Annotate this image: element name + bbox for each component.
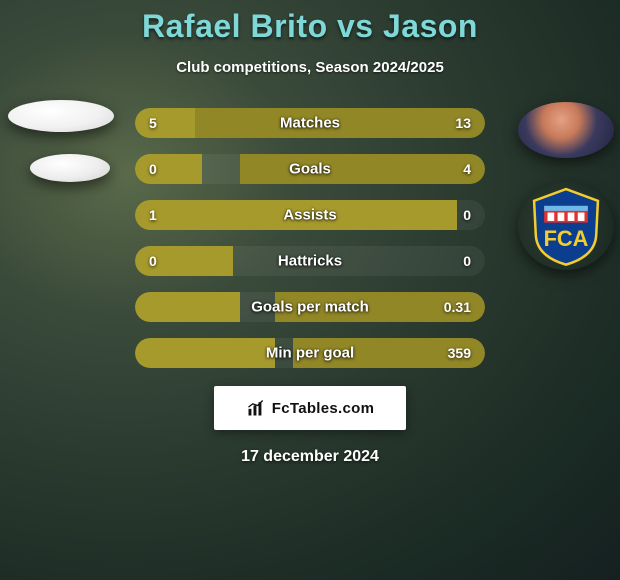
- bar-left-fill: [135, 338, 275, 368]
- value-right: 359: [448, 345, 471, 361]
- bar-container: Matches 5 13: [135, 108, 485, 138]
- stat-row: Assists 1 0: [0, 192, 620, 238]
- stat-row: Goals 0 4: [0, 146, 620, 192]
- content-root: Rafael Brito vs Jason Club competitions,…: [0, 0, 620, 580]
- value-right: 0.31: [444, 299, 471, 315]
- bar-label: Hattricks: [278, 253, 342, 270]
- bar-left-fill: [135, 154, 202, 184]
- bar-container: Goals per match 0.31: [135, 292, 485, 322]
- stat-row: Goals per match 0.31: [0, 284, 620, 330]
- stat-row: Hattricks 0 0: [0, 238, 620, 284]
- brand-text: FcTables.com: [272, 400, 375, 417]
- date-text: 17 december 2024: [241, 448, 379, 466]
- value-left: 0: [149, 161, 157, 177]
- bar-label: Goals: [289, 161, 331, 178]
- value-right: 13: [455, 115, 471, 131]
- bar-left-fill: [135, 108, 195, 138]
- subtitle: Club competitions, Season 2024/2025: [176, 59, 444, 76]
- page-title: Rafael Brito vs Jason: [142, 8, 478, 45]
- bar-container: Goals 0 4: [135, 154, 485, 184]
- value-left: 5: [149, 115, 157, 131]
- bar-label: Min per goal: [266, 345, 354, 362]
- value-right: 4: [463, 161, 471, 177]
- bar-right-fill: [240, 154, 485, 184]
- value-right: 0: [463, 207, 471, 223]
- bar-container: Min per goal 359: [135, 338, 485, 368]
- bar-label: Assists: [283, 207, 336, 224]
- bar-label: Matches: [280, 115, 340, 132]
- bar-left-fill: [135, 292, 240, 322]
- stat-row: Matches 5 13: [0, 100, 620, 146]
- bar-container: Assists 1 0: [135, 200, 485, 230]
- stats-area: FCA Matches513Goals04Assists10Hattricks0…: [0, 100, 620, 376]
- value-right: 0: [463, 253, 471, 269]
- value-left: 0: [149, 253, 157, 269]
- value-left: 1: [149, 207, 157, 223]
- bar-label: Goals per match: [251, 299, 369, 316]
- brand-badge[interactable]: FcTables.com: [214, 386, 406, 430]
- bar-container: Hattricks 0 0: [135, 246, 485, 276]
- brand-chart-icon: [246, 398, 266, 418]
- stat-row: Min per goal 359: [0, 330, 620, 376]
